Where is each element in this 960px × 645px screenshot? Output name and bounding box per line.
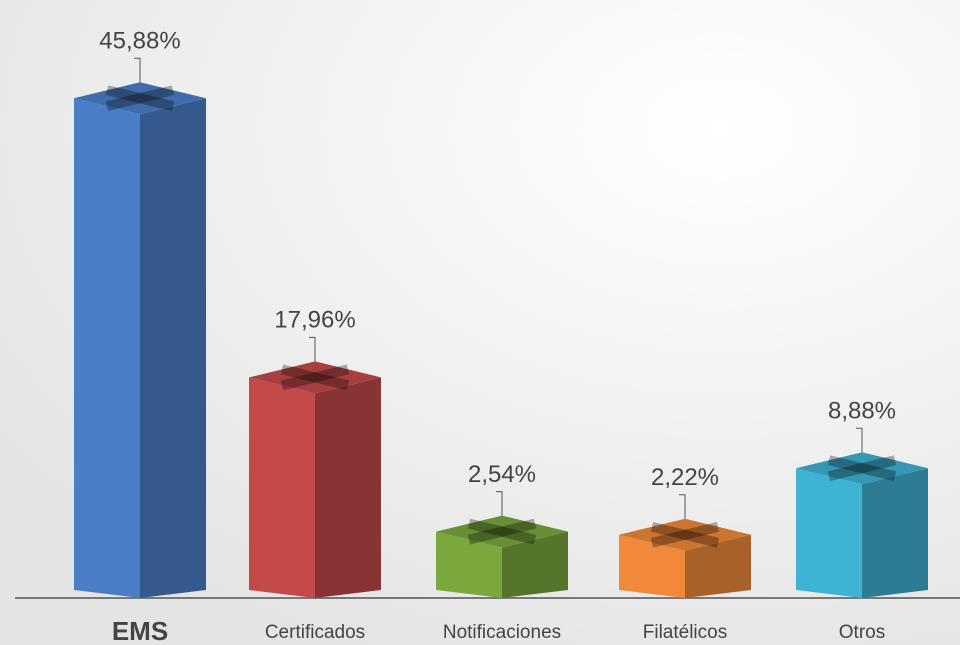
value-label: 17,96% xyxy=(274,307,355,334)
value-label: 2,54% xyxy=(468,461,536,488)
x-tick-label: Otros xyxy=(839,622,885,643)
bar-left-face xyxy=(796,468,862,598)
value-label: 2,22% xyxy=(651,464,719,491)
x-tick-label: Notificaciones xyxy=(443,622,561,643)
bar-right-face xyxy=(140,98,206,598)
bar-right-face xyxy=(315,377,381,598)
x-tick-label: Filatélicos xyxy=(643,622,727,643)
x-tick-label: EMS xyxy=(112,616,168,645)
x-tick-label: Certificados xyxy=(265,622,365,643)
value-label: 45,88% xyxy=(99,28,180,55)
chart: 45,88% EMS 17,96% Certificados 2,54% Notifica… xyxy=(0,0,960,645)
value-label: 8,88% xyxy=(828,398,896,425)
bar-left-face xyxy=(249,377,315,598)
bar-right-face xyxy=(862,468,928,598)
bar-left-face xyxy=(74,98,140,598)
